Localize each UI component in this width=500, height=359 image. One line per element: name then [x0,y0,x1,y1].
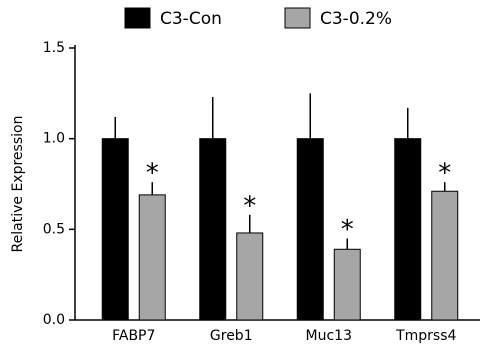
legend-label: C3-0.2% [320,9,392,29]
y-tick-label: 0.0 [43,312,65,328]
y-tick-label: 0.5 [43,221,65,237]
y-axis-label: Relative Expression [10,116,26,253]
bar [199,138,227,321]
y-tick-label: 1.0 [43,131,65,147]
significance-mark: * [146,159,159,189]
bar [394,138,422,321]
bar [138,194,166,321]
significance-mark: * [341,215,354,245]
x-tick-label: Tmprss4 [395,328,456,344]
x-tick-label: Muc13 [306,328,352,344]
bar [101,138,129,321]
legend-swatch [124,7,151,29]
x-tick-label: FABP7 [112,328,155,344]
bar [296,138,324,321]
bar [236,232,264,321]
bar [431,190,459,321]
legend-swatch [284,7,311,29]
x-tick-label: Greb1 [210,328,253,344]
significance-mark: * [438,159,451,189]
bar [333,248,361,321]
legend-label: C3-Con [160,9,222,29]
significance-mark: * [243,191,256,221]
y-tick-label: 1.5 [43,40,65,56]
